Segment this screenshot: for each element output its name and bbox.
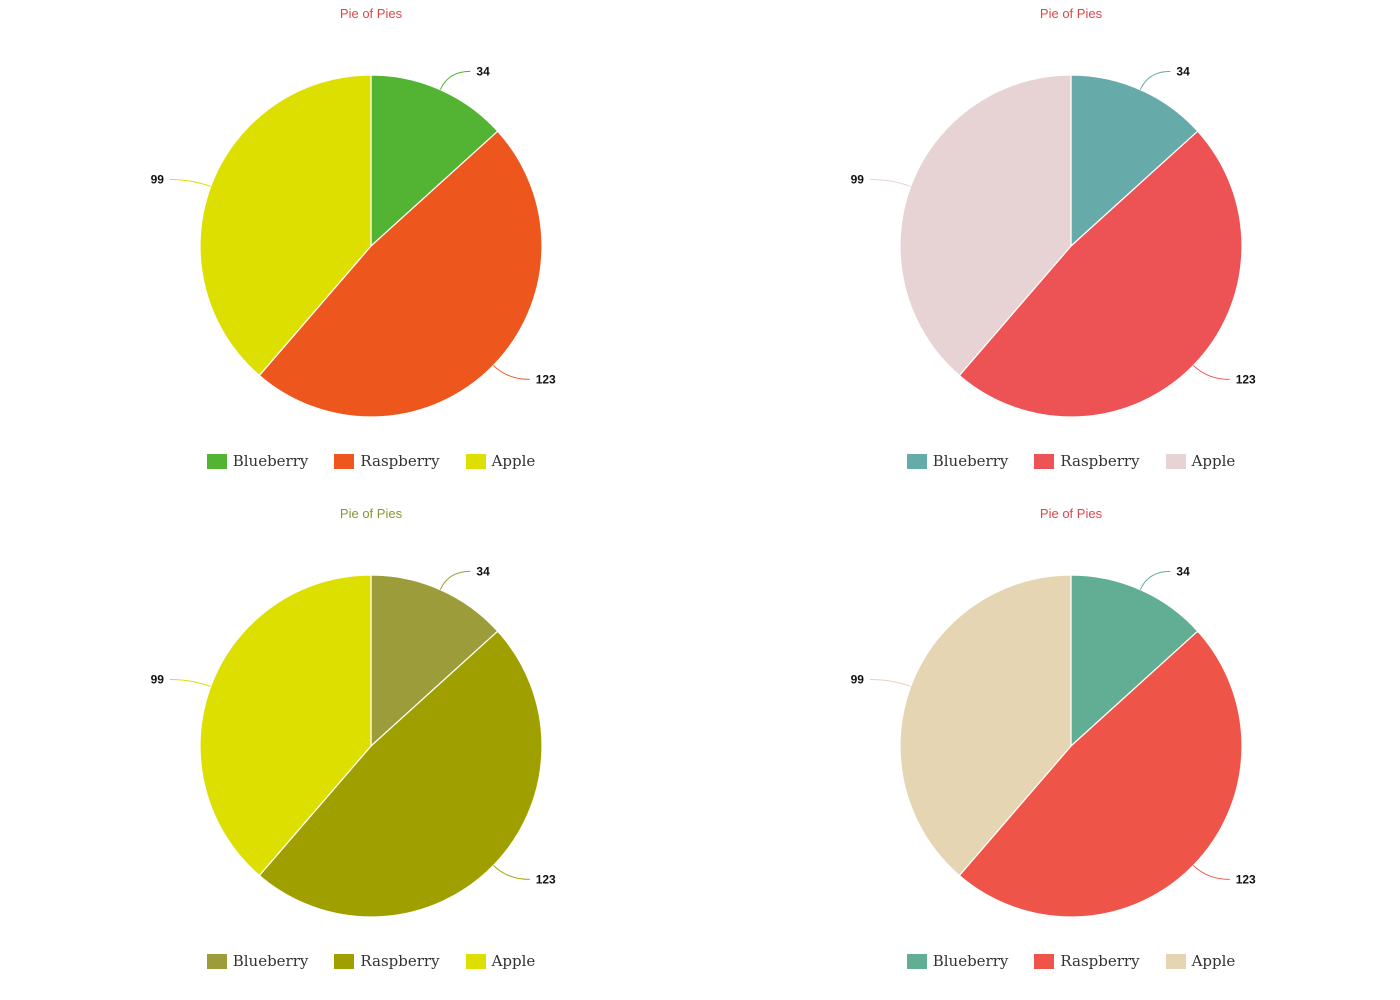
pie-chart-3: 34 123 99 — [151, 564, 556, 918]
leader-line — [1139, 570, 1171, 590]
legend-label: Apple — [1191, 952, 1236, 970]
legend-item-apple[interactable]: Apple — [465, 452, 536, 470]
legend-label: Blueberry — [932, 952, 1009, 970]
legend-swatch — [1165, 953, 1186, 969]
legend-label: Blueberry — [932, 452, 1009, 470]
legend-item-apple[interactable]: Apple — [1165, 452, 1236, 470]
pie-slice-apple[interactable] — [199, 74, 372, 377]
legend-label: Blueberry — [232, 452, 309, 470]
legend-item-raspberry[interactable]: Raspberry — [334, 452, 440, 470]
leader-line — [493, 865, 530, 880]
legend-swatch — [465, 953, 486, 969]
leader-line — [1193, 865, 1230, 880]
legend-item-blueberry[interactable]: Blueberry — [206, 452, 309, 470]
data-label: 99 — [151, 672, 165, 686]
chart-panel-1: Pie of Pies 34 123 99 Blueberry Raspberry … — [0, 0, 700, 500]
legend-label: Raspberry — [360, 952, 440, 970]
data-label: 99 — [851, 672, 865, 686]
legend-label: Raspberry — [360, 452, 440, 470]
legend-label: Apple — [1191, 452, 1236, 470]
chart-panel-4: Pie of Pies 34 123 99 Blueberry Raspberry … — [700, 500, 1400, 1000]
leader-line — [439, 570, 471, 590]
chart-title: Pie of Pies — [339, 6, 403, 21]
legend-swatch — [906, 953, 927, 969]
legend: Blueberry Raspberry Apple — [700, 952, 1400, 970]
data-label: 34 — [1176, 564, 1190, 578]
chart-title: Pie of Pies — [339, 506, 403, 521]
chart-panel-2: Pie of Pies 34 123 99 Blueberry Raspberry … — [700, 0, 1400, 500]
legend: Blueberry Raspberry Apple — [0, 452, 742, 470]
pie-slice-apple[interactable] — [899, 74, 1072, 377]
legend-item-apple[interactable]: Apple — [1165, 952, 1236, 970]
chart-panel-3: Pie of Pies 34 123 99 Blueberry Raspberry … — [0, 500, 700, 1000]
legend-label: Blueberry — [232, 952, 309, 970]
legend-label: Raspberry — [1060, 452, 1140, 470]
legend-swatch — [1165, 453, 1186, 469]
pie-chart-2: 34 123 99 — [851, 64, 1256, 418]
pie-chart-4: 34 123 99 — [851, 564, 1256, 918]
legend-item-raspberry[interactable]: Raspberry — [1034, 952, 1140, 970]
legend-item-apple[interactable]: Apple — [465, 952, 536, 970]
legend-swatch — [1034, 953, 1055, 969]
legend: Blueberry Raspberry Apple — [0, 952, 742, 970]
legend-item-raspberry[interactable]: Raspberry — [334, 952, 440, 970]
data-label: 99 — [851, 172, 865, 186]
data-label: 34 — [476, 564, 490, 578]
data-label: 34 — [476, 64, 490, 78]
data-label: 123 — [536, 872, 556, 886]
leader-line — [439, 70, 471, 90]
data-label: 34 — [1176, 64, 1190, 78]
legend-item-blueberry[interactable]: Blueberry — [906, 452, 1009, 470]
legend-swatch — [906, 453, 927, 469]
legend-swatch — [334, 953, 355, 969]
leader-line — [169, 678, 211, 687]
leader-line — [493, 365, 530, 380]
legend-label: Apple — [491, 452, 536, 470]
legend-swatch — [465, 453, 486, 469]
pie-slice-apple[interactable] — [199, 574, 372, 877]
legend-item-blueberry[interactable]: Blueberry — [206, 952, 309, 970]
legend-item-raspberry[interactable]: Raspberry — [1034, 452, 1140, 470]
legend: Blueberry Raspberry Apple — [700, 452, 1400, 470]
legend-swatch — [1034, 453, 1055, 469]
pie-slice-apple[interactable] — [899, 574, 1072, 877]
chart-title: Pie of Pies — [1039, 506, 1103, 521]
legend-swatch — [206, 453, 227, 469]
chart-title: Pie of Pies — [1039, 6, 1103, 21]
data-label: 99 — [151, 172, 165, 186]
legend-item-blueberry[interactable]: Blueberry — [906, 952, 1009, 970]
data-label: 123 — [1236, 372, 1256, 386]
leader-line — [1139, 70, 1171, 90]
leader-line — [869, 178, 911, 187]
data-label: 123 — [1236, 872, 1256, 886]
leader-line — [169, 178, 211, 187]
legend-swatch — [334, 453, 355, 469]
leader-line — [1193, 365, 1230, 380]
data-label: 123 — [536, 372, 556, 386]
legend-label: Apple — [491, 952, 536, 970]
legend-label: Raspberry — [1060, 952, 1140, 970]
leader-line — [869, 678, 911, 687]
pie-chart-1: 34 123 99 — [151, 64, 556, 418]
legend-swatch — [206, 953, 227, 969]
